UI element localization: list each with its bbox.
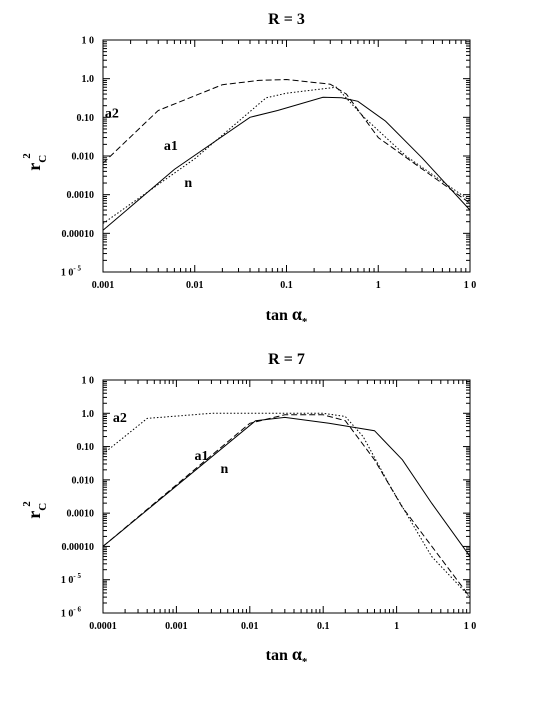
y-tick-label: 0.00010	[62, 542, 95, 553]
x-tick-label: 0.0001	[89, 621, 117, 632]
series-line-a1	[102, 86, 471, 224]
y-tick-label: 1.0	[82, 409, 95, 420]
chart-panel-r3: R = 3 0.001 0.01 0.1 1 1 0 1 0- 5 0.00010 0.0010…	[21, 11, 476, 328]
x-tick-label: 1	[376, 280, 381, 291]
y-tick-label: 1 0- 6	[61, 606, 82, 620]
x-tick-label: 1	[394, 621, 399, 632]
x-tick-label: 0.001	[165, 621, 188, 632]
series-line-a1	[102, 414, 471, 598]
series-label-a1: a1	[195, 449, 209, 464]
x-axis-label: tan α*	[266, 304, 308, 328]
y-tick-label: 0.0010	[67, 509, 95, 520]
y-tick-label: 1.0	[82, 74, 95, 85]
series-label-a2: a2	[105, 106, 119, 121]
x-tick-label: 1 0	[464, 621, 477, 632]
x-tick-label: 0.01	[241, 621, 259, 632]
x-tick-label: 0.001	[92, 280, 115, 291]
series-line-n	[102, 416, 471, 557]
y-tick-label: 0.010	[72, 475, 95, 486]
plot-frame	[102, 379, 471, 614]
chart-title: R = 7	[268, 351, 305, 368]
x-tick-label: 0.1	[317, 621, 330, 632]
y-tick-label: 1 0- 5	[61, 572, 82, 586]
y-tick-label: 0.0010	[67, 190, 95, 201]
y-axis-label: rC2	[21, 501, 49, 519]
series-line-a2	[102, 78, 471, 204]
y-tick-label: 0.10	[77, 113, 95, 124]
x-tick-label: 0.01	[186, 280, 204, 291]
series-line-n	[102, 96, 471, 231]
plot-frame	[102, 39, 471, 273]
y-tick-label: 1 0- 5	[61, 265, 82, 279]
y-axis-label: rC2	[21, 153, 49, 171]
series-label-a2: a2	[113, 411, 127, 426]
series-line-a2	[102, 412, 471, 598]
series-label-n: n	[220, 462, 228, 477]
y-tick-label: 0.10	[77, 442, 95, 453]
x-tick-label: 1 0	[464, 280, 477, 291]
y-tick-label: 0.010	[72, 152, 95, 163]
y-tick-label: 1 0	[82, 36, 95, 47]
chart-panel-r7: R = 7 0.0001 0.001 0.01 0.1 1 1 0 1 0- 6 1 0- 5 0…	[21, 351, 476, 668]
chart-title: R = 3	[268, 11, 305, 28]
y-tick-label: 0.00010	[62, 229, 95, 240]
y-tick-label: 1 0	[82, 376, 95, 387]
series-label-a1: a1	[164, 139, 178, 154]
series-label-n: n	[184, 176, 192, 191]
x-axis-label: tan α*	[266, 644, 308, 668]
x-tick-label: 0.1	[280, 280, 293, 291]
